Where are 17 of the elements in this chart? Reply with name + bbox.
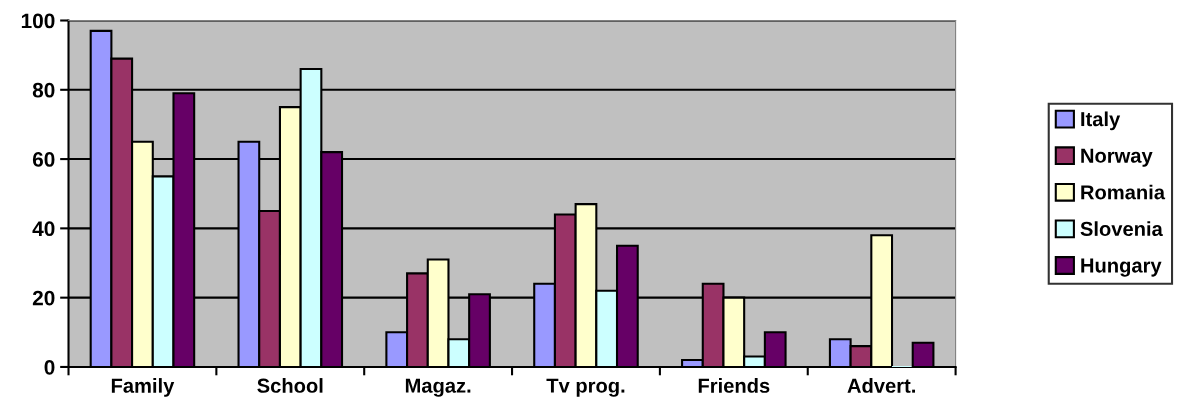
y-tick-label: 60 [32,152,55,167]
x-tick-label: School [257,378,323,393]
x-tick-label: Friends [698,378,770,393]
x-tick-label: Family [111,378,175,397]
legend-label: Romania [1081,184,1166,200]
y-tick-label: 40 [32,221,55,237]
legend-label: Norway [1081,148,1153,167]
legend-label: Italy [1081,111,1121,131]
y-tick-label: 20 [32,290,55,306]
y-tick-label: 0 [44,359,55,375]
x-tick-label: Magaz. [405,378,471,397]
legend-label: Hungary [1081,258,1162,277]
legend-label: Slovenia [1080,221,1163,237]
x-tick-label: Advert. [847,378,915,393]
y-tick-label: 100 [21,13,55,29]
y-tick-label: 80 [32,82,55,98]
x-tick-label: Tv prog. [546,378,625,397]
